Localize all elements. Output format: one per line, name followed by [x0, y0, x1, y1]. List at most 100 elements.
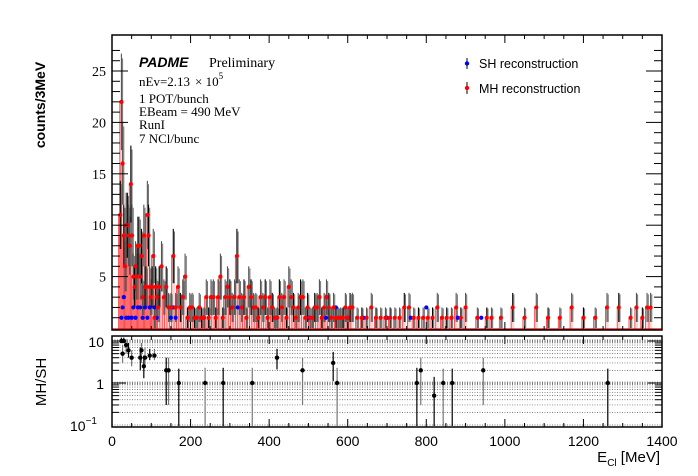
mh-point	[164, 284, 169, 289]
ratio-plot-frame	[111, 335, 663, 428]
legend-mh-marker	[464, 85, 470, 91]
mh-point	[161, 295, 166, 300]
mh-point	[545, 315, 551, 320]
mh-point	[148, 295, 153, 300]
mh-point	[153, 284, 158, 289]
mh-point	[118, 212, 123, 218]
mh-point	[293, 315, 298, 320]
mh-point	[155, 305, 161, 310]
ratio-point	[414, 380, 420, 386]
mh-point	[178, 305, 183, 310]
mh-point	[182, 274, 188, 279]
mh-point	[355, 315, 360, 320]
ratio-point	[123, 342, 129, 348]
sh-point	[424, 305, 429, 310]
mh-point	[132, 284, 137, 289]
ratio-grid	[112, 339, 662, 426]
mh-point	[194, 315, 199, 320]
mh-point	[281, 295, 287, 300]
mh-point	[122, 264, 128, 269]
preliminary-label: Preliminary	[209, 56, 275, 71]
mh-point	[397, 315, 402, 320]
sh-point	[140, 315, 145, 320]
ratio-point	[431, 393, 437, 398]
mh-point	[265, 315, 270, 320]
mh-point	[197, 305, 202, 310]
mh-point	[581, 315, 586, 320]
mh-point	[406, 305, 412, 310]
ratio-point	[300, 368, 305, 373]
mh-point	[220, 315, 225, 320]
mh-point	[378, 315, 383, 320]
ratio-point	[440, 380, 446, 386]
ratio-point	[250, 380, 255, 386]
mh-point	[534, 305, 539, 310]
mh-point	[159, 264, 164, 269]
ratio-point	[142, 355, 148, 360]
legend-item-mh: MH reconstruction	[464, 82, 580, 96]
mh-point	[454, 305, 459, 310]
mh-point	[253, 305, 258, 310]
mh-point	[274, 315, 280, 320]
mh-fill-bar	[183, 276, 187, 330]
ratio-point	[176, 380, 181, 386]
main-y-tick-labels: 5 10 15 20 25	[92, 65, 106, 286]
mh-point	[475, 315, 480, 320]
mh-point	[291, 305, 296, 310]
legend-mh-label: MH reconstruction	[479, 82, 580, 96]
mh-point	[127, 243, 132, 248]
mh-point	[138, 274, 143, 279]
sh-point	[168, 315, 174, 320]
mh-point	[593, 315, 598, 320]
sh-point	[455, 315, 460, 320]
sh-point	[126, 315, 131, 320]
ratio-point	[605, 380, 610, 386]
main-data-points	[118, 99, 653, 320]
mh-fill-bar	[164, 286, 168, 330]
main-y-tick-label: 20	[92, 116, 106, 131]
mh-point	[430, 315, 435, 320]
mh-fill-bar	[225, 286, 230, 330]
x-tick-label: 800	[415, 433, 439, 449]
sh-point	[129, 315, 134, 320]
ratio-point	[120, 351, 125, 356]
mh-point	[260, 305, 265, 310]
mh-point	[402, 305, 407, 310]
ratio-point	[152, 353, 157, 358]
mh-point	[152, 315, 157, 320]
mh-point	[350, 305, 355, 310]
mh-point	[128, 181, 133, 187]
y-axis-label-main: counts/3MeV	[32, 61, 48, 148]
mh-point	[157, 284, 162, 289]
mh-point	[258, 295, 263, 300]
ratio-point	[166, 368, 171, 373]
mh-point	[149, 284, 155, 289]
x-tick-label: 200	[179, 433, 203, 449]
main-axis-ticks	[111, 35, 663, 330]
mh-point	[569, 305, 574, 310]
mh-fill-bar	[247, 286, 251, 330]
mh-point	[498, 315, 504, 320]
mh-point	[237, 295, 242, 300]
ratio-point	[274, 355, 280, 360]
mh-point	[223, 295, 228, 300]
ratio-point	[138, 355, 143, 360]
sh-point	[120, 305, 125, 310]
mh-point	[126, 233, 131, 238]
mh-point	[324, 295, 329, 300]
mh-point	[134, 274, 139, 279]
mh-point	[239, 305, 244, 310]
mh-point	[120, 161, 125, 166]
mh-point	[263, 295, 268, 300]
sh-point	[131, 305, 136, 310]
ratio-point	[129, 355, 134, 360]
mh-point	[218, 274, 223, 279]
sh-point	[235, 305, 240, 310]
mh-point	[449, 315, 454, 320]
sh-point	[479, 315, 484, 320]
mh-point	[289, 295, 294, 300]
mh-point	[326, 305, 331, 310]
mh-point	[305, 305, 310, 310]
mh-point	[439, 315, 445, 320]
